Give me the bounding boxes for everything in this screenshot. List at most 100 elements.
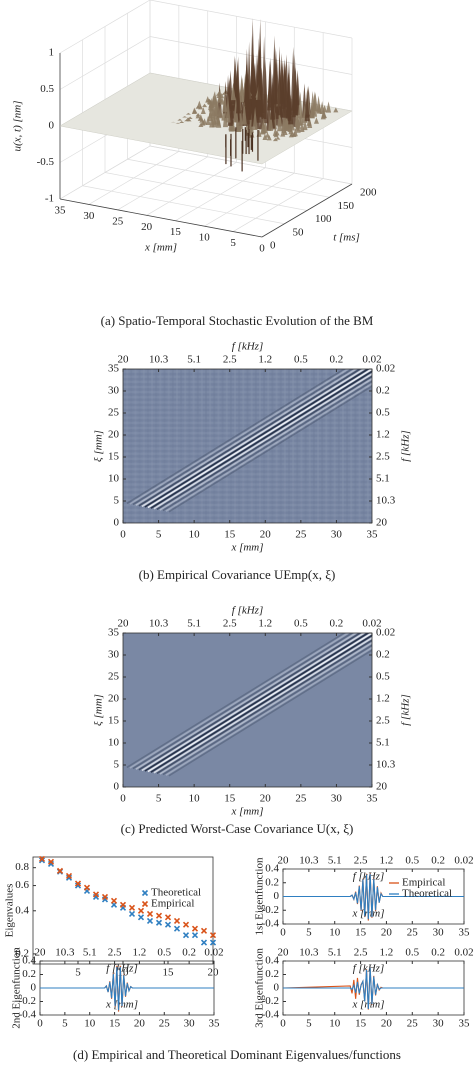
legend-label: Theoretical xyxy=(151,887,201,899)
surface-spike xyxy=(249,130,255,138)
x-axis-label: x [mm] xyxy=(230,806,263,818)
heatmap-stripe xyxy=(150,634,372,773)
surface-spike xyxy=(281,110,287,132)
caption: (a) Spatio-Temporal Stochastic Evolution… xyxy=(101,313,374,328)
scatter-point xyxy=(209,939,217,946)
x2-tick-label: 0.02 xyxy=(204,947,223,959)
z-tick-label: -0.5 xyxy=(37,156,55,168)
x-tick-label: 35 xyxy=(209,1018,221,1030)
grid-line xyxy=(104,172,308,211)
y-tick-label: 0.2 xyxy=(22,968,36,980)
y-tick-label: 0 xyxy=(274,890,280,902)
x-tick-label: 30 xyxy=(433,1018,445,1030)
x-tick-label: 35 xyxy=(459,927,471,939)
x-tick-label: 5 xyxy=(230,237,236,249)
surface-spike xyxy=(282,59,288,118)
heatmap-stripe xyxy=(132,369,354,506)
y2-axis-label: f [kHz] xyxy=(400,694,412,725)
scatter-point xyxy=(209,932,217,939)
surface-spike xyxy=(185,117,191,121)
x-axis-label: x [mm] xyxy=(144,242,177,254)
x2-tick-label: 0.2 xyxy=(330,354,344,366)
x2-tick-label: 0.5 xyxy=(294,618,308,630)
x-tick-label: 10 xyxy=(118,967,130,979)
surface-spike xyxy=(251,53,257,112)
heatmap-stripe xyxy=(147,369,372,509)
scatter-point xyxy=(200,927,208,934)
x-axis-label: x [mm] xyxy=(230,542,263,554)
y-tick-label: 0.6 xyxy=(15,879,29,891)
x2-axis-label: f [kHz] xyxy=(232,605,263,617)
scatter-point xyxy=(155,919,163,926)
y2-tick-label: 1.2 xyxy=(376,693,390,705)
caption: (b) Empirical Covariance UEmp(x, ξ) xyxy=(139,567,336,582)
heatmap-stripe xyxy=(150,370,372,509)
scatter-point xyxy=(182,932,190,939)
x-tick-label: 5 xyxy=(156,529,162,541)
y2-tick-label: 20 xyxy=(376,781,388,793)
scatter-point xyxy=(38,855,46,863)
heatmap-stripe xyxy=(132,633,354,770)
y-axis-label: 3rd Eigenfunction xyxy=(254,948,266,1028)
surface-spike xyxy=(297,91,303,119)
x-tick-label: 30 xyxy=(433,927,445,939)
scatter-point xyxy=(173,917,181,924)
x-tick-label: 5 xyxy=(306,1018,312,1030)
surface-spike xyxy=(230,121,236,132)
x-tick-label: 25 xyxy=(407,1018,419,1030)
x2-tick-label: 0.02 xyxy=(362,354,381,366)
surface-spike xyxy=(307,118,313,129)
surface-spike xyxy=(316,103,322,114)
x-tick-label: 25 xyxy=(295,529,307,541)
x-tick-label: 5 xyxy=(306,927,312,939)
heatmap-stripe xyxy=(165,646,372,776)
y-tick-label: 0.4 xyxy=(265,863,279,875)
surface-spike xyxy=(196,100,202,108)
surface-spike xyxy=(233,96,239,123)
y-tick-label: 0 xyxy=(114,781,120,793)
x-tick-label: 20 xyxy=(260,793,272,805)
surface-spike xyxy=(199,117,205,123)
scatter-point xyxy=(83,884,91,891)
x-tick-label: 20 xyxy=(134,1018,146,1030)
z-tick-label: 0.5 xyxy=(40,83,54,95)
caption: (d) Empirical and Theoretical Dominant E… xyxy=(73,1047,401,1062)
surface-spike xyxy=(285,86,291,119)
x2-tick-label: 5.1 xyxy=(187,354,201,366)
surface-spikes xyxy=(170,17,339,172)
x-tick-label: 0 xyxy=(280,927,286,939)
heatmap-stripe xyxy=(162,380,372,512)
surface-spike xyxy=(292,128,298,137)
x-tick-label: 35 xyxy=(367,529,379,541)
surface-spike xyxy=(208,100,214,119)
x2-tick-label: 0.02 xyxy=(362,618,381,630)
surface-spike xyxy=(252,106,258,130)
x-tick-label: 25 xyxy=(112,215,124,227)
x2-tick-label: 20 xyxy=(118,618,130,630)
x2-tick-label: 0.5 xyxy=(405,947,419,959)
y-tick-label: 50 xyxy=(293,226,305,238)
surface-plane xyxy=(59,72,353,165)
scatter-point xyxy=(74,882,82,889)
scatter-point xyxy=(191,925,199,932)
surface-spike xyxy=(230,83,236,101)
heatmap-stripe xyxy=(126,633,346,769)
y-tick-label: 100 xyxy=(315,213,332,225)
x2-tick-label: 10.3 xyxy=(149,354,169,366)
y-tick-label: 0.2 xyxy=(15,947,29,959)
x2-tick-label: 0.2 xyxy=(431,855,445,867)
y-axis-label: 1st Eigenfunction xyxy=(254,857,266,935)
surface-spike xyxy=(277,111,283,132)
y2-tick-label: 0.2 xyxy=(376,385,390,397)
scatter-point xyxy=(92,891,100,898)
x2-tick-label: 5.1 xyxy=(187,618,201,630)
z-tick-label: 1 xyxy=(49,47,55,59)
y-tick-label: 35 xyxy=(108,363,120,375)
heatmap-stripe xyxy=(138,633,362,771)
heatmap xyxy=(123,369,372,523)
y-tick-label: 25 xyxy=(108,671,120,683)
surface-spike xyxy=(326,101,332,113)
x2-tick-label: 1.2 xyxy=(380,855,394,867)
x2-tick-label: 1.2 xyxy=(258,618,272,630)
y2-tick-label: 20 xyxy=(376,517,388,529)
